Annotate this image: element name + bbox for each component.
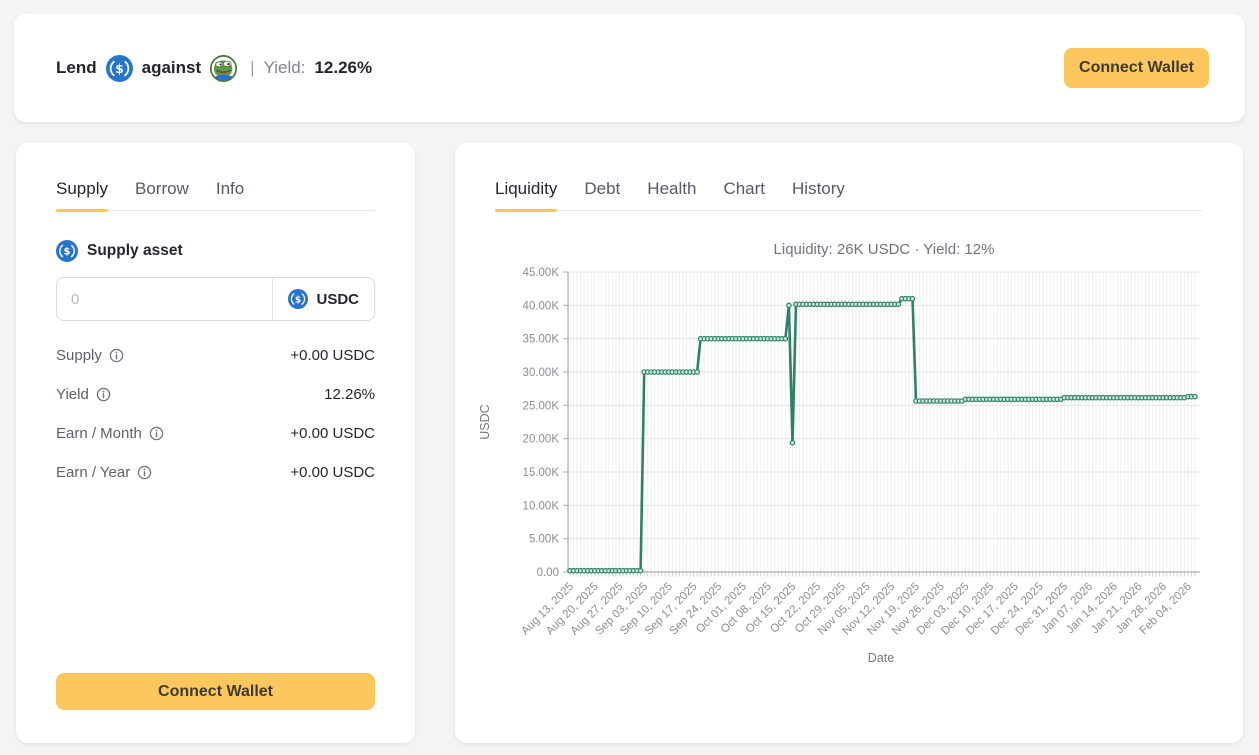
- svg-text:20.00K: 20.00K: [523, 434, 560, 446]
- separator: |: [250, 58, 255, 77]
- amount-box: USDC: [56, 277, 375, 321]
- supply-tabbar: Supply Borrow Info: [56, 179, 375, 212]
- yield-row: Yield 12.26%: [56, 386, 375, 403]
- yield-label: Yield:: [263, 58, 306, 77]
- svg-text:30.00K: 30.00K: [523, 367, 560, 379]
- svg-text:0.00: 0.00: [537, 567, 559, 579]
- supply-row: Supply +0.00 USDC: [56, 347, 375, 364]
- svg-text:45.00K: 45.00K: [523, 267, 560, 279]
- svg-text:Liquidity: 26K USDC · Yield: 1: Liquidity: 26K USDC · Yield: 12%: [774, 241, 995, 258]
- tab-liquidity[interactable]: Liquidity: [495, 179, 558, 212]
- info-icon[interactable]: [96, 387, 111, 402]
- info-icon[interactable]: [109, 348, 124, 363]
- svg-text:35.00K: 35.00K: [523, 334, 560, 346]
- tab-chart[interactable]: Chart: [723, 179, 766, 198]
- market-panel: Liquidity Debt Health Chart History 0.00…: [455, 143, 1243, 743]
- connect-wallet-button[interactable]: Connect Wallet: [1064, 48, 1209, 88]
- yield-value: 12.26%: [314, 58, 373, 77]
- tab-health[interactable]: Health: [647, 179, 697, 198]
- earn-month-row: Earn / Month +0.00 USDC: [56, 425, 375, 442]
- tab-borrow[interactable]: Borrow: [134, 179, 189, 198]
- supply-panel: Supply Borrow Info Supply asset USDC Sup…: [16, 143, 415, 743]
- supply-row-label: Supply: [56, 347, 102, 364]
- yield-row-value: 12.26%: [324, 386, 375, 403]
- svg-text:15.00K: 15.00K: [523, 467, 560, 479]
- earn-year-label: Earn / Year: [56, 464, 131, 481]
- pepe-icon: [210, 55, 237, 82]
- svg-text:25.00K: 25.00K: [523, 400, 560, 412]
- svg-text:10.00K: 10.00K: [523, 500, 560, 512]
- token-selector-label: USDC: [316, 290, 359, 308]
- market-tabbar: Liquidity Debt Health Chart History: [495, 179, 1203, 212]
- supply-amount-input[interactable]: [57, 278, 273, 320]
- header-bar: Lend against | Yield: 12.26% Connect Wal…: [14, 14, 1245, 122]
- tab-supply[interactable]: Supply: [56, 179, 108, 212]
- info-icon[interactable]: [149, 426, 164, 441]
- lend-label: Lend: [56, 58, 97, 77]
- usdc-icon: [56, 240, 78, 262]
- market-summary: Lend against | Yield: 12.26%: [56, 55, 372, 82]
- tab-info[interactable]: Info: [215, 179, 245, 198]
- usdc-icon: [288, 289, 308, 309]
- token-selector[interactable]: USDC: [272, 278, 374, 320]
- connect-wallet-button[interactable]: Connect Wallet: [56, 673, 375, 710]
- earn-month-value: +0.00 USDC: [290, 425, 375, 442]
- yield-row-label: Yield: [56, 386, 89, 403]
- svg-text:5.00K: 5.00K: [529, 534, 559, 546]
- against-label: against: [141, 58, 202, 77]
- tab-history[interactable]: History: [792, 179, 845, 198]
- svg-text:USDC: USDC: [478, 404, 492, 439]
- liquidity-line-chart: 0.00 5.00K 10.00K 15.00K 20.00K 25.00K 30.00K 3…: [478, 241, 1200, 665]
- earn-year-value: +0.00 USDC: [290, 464, 375, 481]
- supply-asset-row: Supply asset: [56, 240, 375, 262]
- supply-row-value: +0.00 USDC: [290, 347, 375, 364]
- supply-details: Supply +0.00 USDC Yield 12.26% Earn / Mo…: [56, 347, 375, 481]
- info-icon[interactable]: [137, 465, 152, 480]
- usdc-icon: [106, 55, 133, 82]
- tab-debt[interactable]: Debt: [584, 179, 621, 198]
- svg-text:Date: Date: [868, 651, 894, 665]
- earn-month-label: Earn / Month: [56, 425, 142, 442]
- supply-asset-label: Supply asset: [87, 242, 183, 259]
- svg-text:40.00K: 40.00K: [523, 300, 560, 312]
- earn-year-row: Earn / Year +0.00 USDC: [56, 464, 375, 481]
